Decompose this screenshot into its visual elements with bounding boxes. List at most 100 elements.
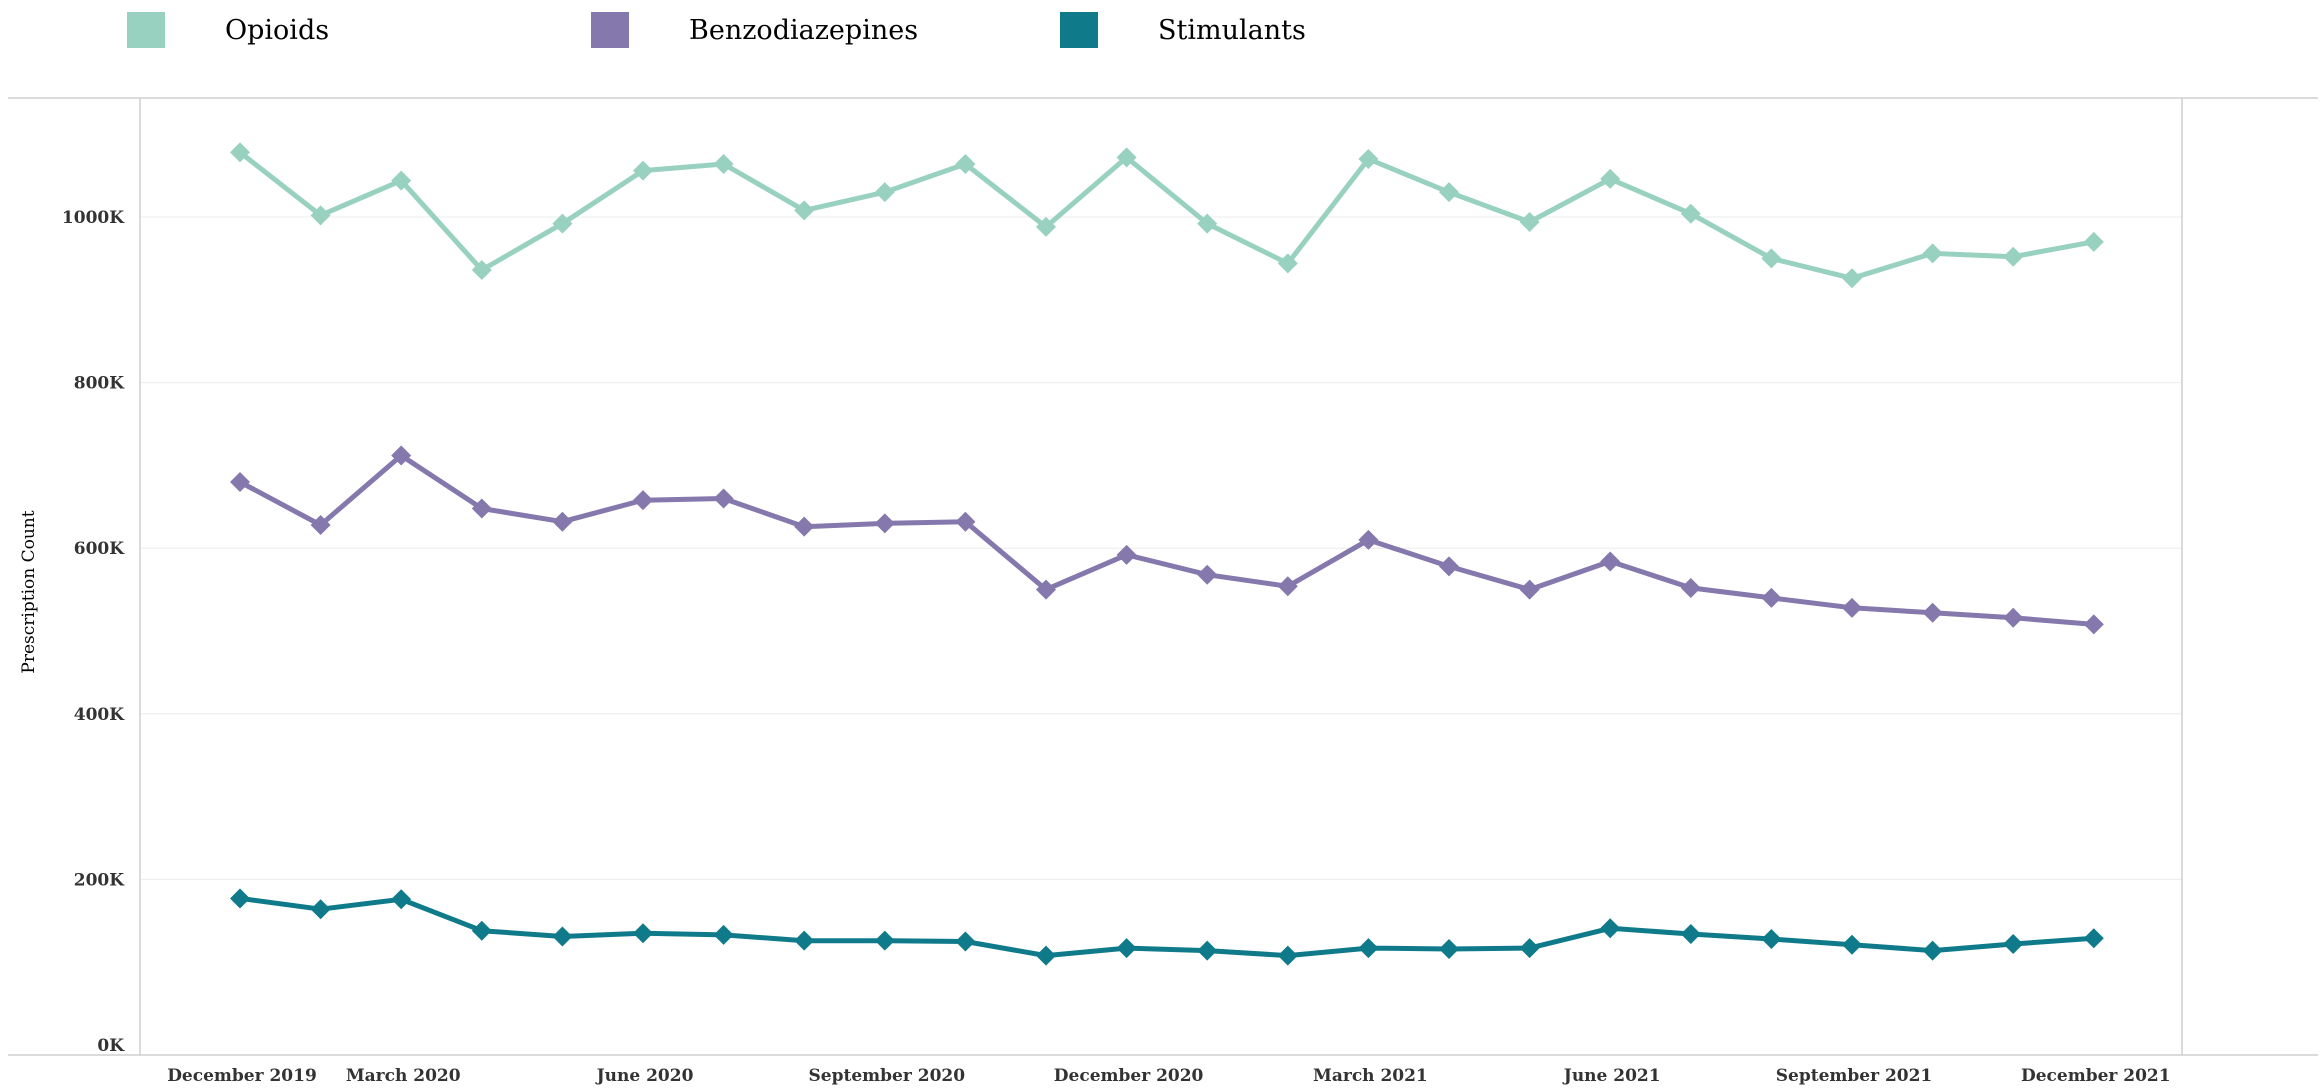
stimulants-point: [552, 926, 573, 947]
legend-label-benzodiazepines: Benzodiazepines: [689, 14, 919, 46]
stimulants-point: [713, 924, 734, 945]
benzodiazepines-point: [1680, 577, 1701, 598]
benzodiazepines-point: [1358, 529, 1379, 550]
benzodiazepines-point: [2083, 614, 2104, 635]
opioids-point: [794, 200, 815, 221]
y-tick-label: 0K: [97, 1036, 125, 1056]
opioids-point: [1761, 248, 1782, 269]
opioids-point: [1600, 168, 1621, 189]
opioids-point: [552, 213, 573, 234]
legend-label-stimulants: Stimulants: [1158, 14, 1306, 46]
benzodiazepines-point: [1600, 551, 1621, 572]
legend-swatch-opioids: [127, 12, 165, 48]
legend-swatch-benzodiazepines: [591, 12, 629, 48]
plot-frame: [8, 97, 2318, 1056]
stimulants-point: [1277, 945, 1298, 966]
x-tick-label: March 2020: [346, 1066, 461, 1086]
legend: Opioids Benzodiazepines Stimulants: [0, 8, 1400, 52]
opioids-point: [1277, 253, 1298, 274]
stimulants-point: [874, 930, 895, 951]
stimulants-point: [1116, 938, 1137, 959]
stimulants-point: [794, 930, 815, 951]
opioids-point: [1197, 213, 1218, 234]
stimulants-point: [1922, 940, 1943, 961]
opioids-point: [1842, 268, 1862, 289]
legend-label-opioids: Opioids: [225, 14, 330, 46]
benzodiazepines-point: [794, 516, 815, 537]
stimulants-line: [237, 895, 2097, 959]
benzodiazepines-point: [633, 490, 653, 511]
stimulants-point: [1439, 938, 1459, 959]
stimulants-point: [955, 931, 976, 952]
opioids-point: [1358, 149, 1379, 170]
x-tick-label: December 2020: [1054, 1066, 1204, 1086]
stimulants-point: [1197, 940, 1218, 961]
series-benzodiazepines: [230, 445, 2104, 635]
opioids-point: [1922, 243, 1943, 264]
stimulants-point: [1761, 929, 1782, 950]
opioids-point: [2003, 246, 2024, 267]
opioids-point: [1680, 203, 1701, 224]
x-tick-label: March 2021: [1313, 1066, 1428, 1086]
benzodiazepines-point: [471, 498, 492, 519]
x-tick-label: September 2020: [809, 1066, 966, 1086]
y-tick-label: 200K: [74, 870, 125, 890]
stimulants-point: [1680, 924, 1701, 945]
opioids-point: [955, 154, 976, 175]
opioids-point: [874, 182, 895, 203]
opioids-line: [237, 149, 2097, 281]
y-tick-label: 1000K: [62, 208, 125, 228]
axes: Prescription Count 0K 200K 400K 600K 800K 100…: [19, 208, 2171, 1086]
opioids-point: [310, 205, 331, 226]
benzodiazepines-point: [955, 511, 976, 532]
stimulants-point: [1358, 938, 1379, 959]
opioids-point: [1036, 216, 1056, 237]
series-stimulants: [230, 888, 2104, 966]
benzodiazepines-point: [1036, 579, 1056, 600]
y-axis-title: Prescription Count: [19, 510, 39, 673]
y-tick-label: 800K: [74, 374, 125, 394]
stimulants-point: [471, 920, 492, 941]
opioids-point: [1439, 182, 1459, 203]
x-tick-label: June 2020: [595, 1066, 694, 1086]
opioids-point: [391, 170, 412, 191]
series: [230, 142, 2104, 966]
benzodiazepines-point: [1197, 564, 1218, 585]
legend-item-benzodiazepines: Benzodiazepines: [591, 8, 918, 52]
stimulants-point: [230, 888, 250, 909]
stimulants-point: [1842, 934, 1862, 955]
benzodiazepines-point: [1922, 602, 1943, 623]
opioids-point: [1519, 211, 1540, 232]
benzodiazepines-point: [310, 515, 331, 536]
benzodiazepines-point: [1116, 544, 1137, 565]
stimulants-point: [2003, 933, 2024, 954]
benzodiazepines-point: [1439, 556, 1459, 577]
benzodiazepines-point: [1761, 587, 1782, 608]
benzodiazepines-point: [1519, 579, 1540, 600]
stimulants-point: [1600, 918, 1621, 939]
opioids-point: [2083, 231, 2104, 252]
y-tick-label: 600K: [74, 539, 125, 559]
stimulants-point: [633, 923, 653, 944]
opioids-point: [713, 154, 734, 175]
benzodiazepines-point: [1277, 576, 1298, 597]
x-tick-label: December 2021: [2021, 1066, 2171, 1086]
benzodiazepines-line: [237, 453, 2097, 627]
stimulants-point: [310, 899, 331, 920]
stimulants-point: [391, 889, 412, 910]
x-tick-label: June 2021: [1562, 1066, 1661, 1086]
opioids-point: [1116, 147, 1137, 168]
benzodiazepines-point: [713, 488, 734, 509]
opioids-point: [633, 160, 653, 181]
benzodiazepines-point: [391, 445, 412, 466]
benzodiazepines-point: [874, 513, 895, 534]
benzodiazepines-point: [552, 511, 573, 532]
y-tick-label: 400K: [74, 705, 125, 725]
series-opioids: [230, 142, 2104, 289]
stimulants-point: [2083, 928, 2104, 949]
x-tick-label: December 2019: [167, 1066, 317, 1086]
opioids-point: [471, 259, 492, 280]
legend-item-opioids: Opioids: [127, 8, 329, 52]
gridlines: [140, 216, 2182, 880]
